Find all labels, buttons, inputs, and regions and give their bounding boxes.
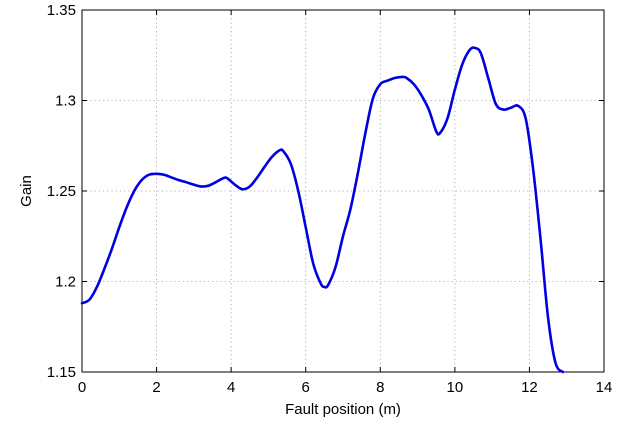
- y-tick-label: 1.15: [47, 364, 76, 381]
- x-tick-label: 0: [78, 379, 86, 396]
- x-tick-label: 8: [376, 379, 384, 396]
- x-tick-label: 10: [447, 379, 464, 396]
- gain-series-line: [80, 46, 565, 374]
- x-tick-label: 14: [596, 379, 613, 396]
- x-tick-label: 6: [302, 379, 310, 396]
- y-tick-label: 1.25: [47, 183, 76, 200]
- x-axis-label: Fault position (m): [285, 401, 401, 418]
- grid-lines: [82, 10, 604, 372]
- series-lines: [80, 46, 565, 374]
- y-tick-label: 1.2: [55, 274, 76, 291]
- x-tick-labels: 0 2 4 6 8 10 12 14: [78, 379, 613, 396]
- axis-ticks: [81, 9, 605, 373]
- x-tick-label: 2: [152, 379, 160, 396]
- y-tick-label: 1.3: [55, 93, 76, 110]
- y-tick-label: 1.35: [47, 2, 76, 19]
- y-tick-labels: 1.15 1.2 1.25 1.3 1.35: [47, 2, 76, 381]
- x-tick-label: 4: [227, 379, 235, 396]
- x-tick-label: 12: [521, 379, 538, 396]
- y-axis-label: Gain: [18, 175, 35, 207]
